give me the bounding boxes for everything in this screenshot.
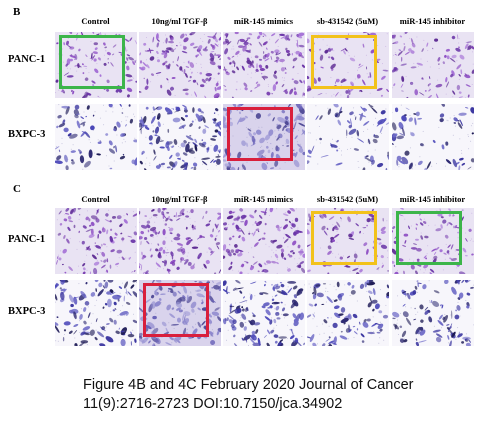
micrograph-tile <box>307 208 389 274</box>
micrograph-tile <box>139 104 221 170</box>
panel-c-letter: C <box>13 183 21 195</box>
micrograph-tile <box>55 32 137 98</box>
panel-c-col-label-4: miR-145 inhibitor <box>399 194 466 204</box>
panel-b-letter: B <box>13 6 21 18</box>
panel-c-col-label-2: miR-145 mimics <box>233 194 294 204</box>
micrograph-tile <box>392 104 474 170</box>
figure-caption: Figure 4B and 4C February 2020 Journal o… <box>83 376 493 414</box>
micrograph-tile <box>139 280 221 346</box>
panel-b-col-label-2: miR-145 mimics <box>233 16 294 26</box>
panel-c-col-label-1: 10ng/ml TGF-β <box>151 194 208 204</box>
micrograph-tile <box>223 32 305 98</box>
panel-b-col-label-1: 10ng/ml TGF-β <box>151 16 208 26</box>
panel-b-col-label-0: Control <box>81 16 110 26</box>
micrograph-tile <box>392 280 474 346</box>
panel-c-col-label-0: Control <box>81 194 110 204</box>
caption-line-2: 11(9):2716-2723 DOI:10.7150/jca.34902 <box>83 396 343 412</box>
micrograph-tile <box>223 104 305 170</box>
micrograph-tile <box>55 280 137 346</box>
panel-c-col-label-3: sb-431542 (5uM) <box>316 194 379 204</box>
micrograph-tile <box>223 208 305 274</box>
panel-c-row-label-bxpc3: BXPC-3 <box>8 306 46 317</box>
micrograph-tile <box>307 104 389 170</box>
micrograph-tile <box>223 280 305 346</box>
panel-c-row-label-panc1: PANC-1 <box>8 234 46 245</box>
micrograph-tile <box>55 104 137 170</box>
micrograph-tile <box>307 280 389 346</box>
micrograph-tile <box>392 208 474 274</box>
micrograph-tile <box>307 32 389 98</box>
panel-b-col-label-4: miR-145 inhibitor <box>399 16 466 26</box>
micrograph-tile <box>392 32 474 98</box>
panel-b-row-label-panc1: PANC-1 <box>8 54 46 65</box>
micrograph-tile <box>55 208 137 274</box>
panel-b-col-label-3: sb-431542 (5uM) <box>316 16 379 26</box>
micrograph-tile <box>139 208 221 274</box>
caption-line-1: Figure 4B and 4C February 2020 Journal o… <box>83 377 414 393</box>
panel-b-row-label-bxpc3: BXPC-3 <box>8 129 46 140</box>
micrograph-tile <box>139 32 221 98</box>
